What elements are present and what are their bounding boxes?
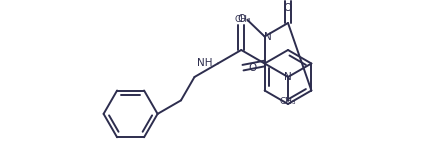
Text: O: O — [237, 14, 245, 24]
Text: O: O — [283, 3, 292, 13]
Text: CH₃: CH₃ — [279, 97, 296, 106]
Text: CH₃: CH₃ — [234, 15, 251, 24]
Text: N: N — [283, 72, 291, 82]
Text: NH: NH — [197, 58, 212, 69]
Text: O: O — [247, 63, 256, 73]
Text: N: N — [263, 31, 271, 42]
